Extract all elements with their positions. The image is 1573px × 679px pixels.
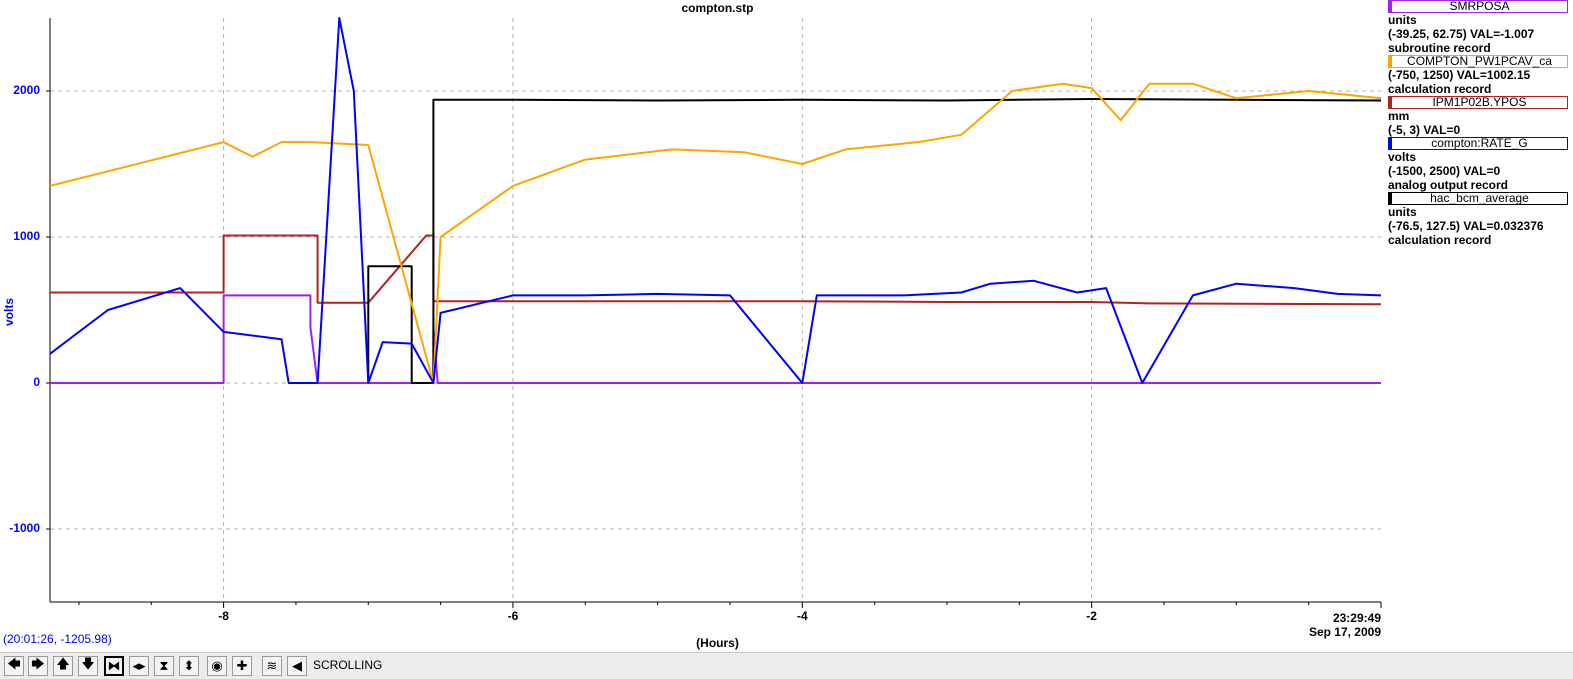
scroll-left-button[interactable]: 🡄 — [4, 656, 24, 676]
series-line-compton-rate-g — [49, 17, 1382, 384]
legend-entry[interactable]: COMPTON_PW1PCAV_ca (-750, 1250) VAL=1002.… — [1388, 55, 1568, 96]
legend-series-name: IPM1P02B.YPOS — [1388, 96, 1568, 109]
y-tick-label: -1000 — [9, 521, 40, 535]
legend-entry[interactable]: hac_bcm_average units (-76.5, 127.5) VAL=0… — [1388, 192, 1568, 247]
zoom-in-xy-button[interactable]: ⧓ — [104, 656, 124, 676]
legend-entry[interactable]: compton:RATE_G volts (-1500, 2500) VAL=0 an… — [1388, 137, 1568, 192]
legend-range: (-76.5, 127.5) VAL=0.032376 — [1388, 219, 1544, 233]
legend-rtype: analog output record — [1388, 178, 1508, 192]
add-marker-button[interactable]: ✚ — [232, 656, 252, 676]
x-axis-label: (Hours) — [696, 636, 739, 650]
legend-range: (-39.25, 62.75) VAL=-1.007 — [1388, 27, 1535, 41]
toolbar: 🡄 🡆 🡅 🡇 ⧓ ◂▸ ⧗ ⬍ ◉ ✚ ≋ ◀ SCROLLING — [0, 652, 1573, 679]
legend-rtype: subroutine record — [1388, 41, 1491, 55]
timestamp-date: Sep 17, 2009 — [1308, 625, 1381, 639]
scroll-right-button[interactable]: 🡆 — [28, 656, 48, 676]
series-line-compton-pw1pcav-ca — [49, 82, 1382, 384]
timestamp-time: 23:29:49 — [1332, 611, 1381, 625]
arrow-down-icon: 🡇 — [81, 656, 95, 671]
series-line-smrposa — [50, 294, 1381, 384]
cursor-readout: (20:01:26, -1205.98) — [3, 632, 112, 646]
zoom-in-y-button[interactable]: ⧗ — [154, 656, 174, 676]
zoom-out-x-button[interactable]: ◂▸ — [129, 656, 149, 676]
legend-unit: units — [1388, 205, 1417, 219]
zoom-out-x-icon: ◂▸ — [132, 658, 146, 673]
autoscale-button[interactable]: ◉ — [207, 656, 227, 676]
legend-range: (-5, 3) VAL=0 — [1388, 123, 1461, 137]
y-tick-label: 0 — [33, 375, 40, 389]
circle-target-icon: ◉ — [211, 658, 223, 673]
scrolling-status: SCROLLING — [313, 658, 383, 672]
legend-entry[interactable]: IPM1P02B.YPOS mm (-5, 3) VAL=0 — [1388, 96, 1568, 137]
series-line-ipm1p02b-ypos — [50, 234, 1382, 306]
waveform-button[interactable]: ≋ — [262, 656, 282, 676]
wave-icon: ≋ — [266, 658, 278, 673]
x-tick-label: -6 — [507, 609, 519, 623]
chart-title: compton.stp — [681, 1, 754, 15]
plus-icon: ✚ — [236, 658, 248, 673]
arrow-up-icon: 🡅 — [56, 656, 70, 671]
zoom-out-y-icon: ⬍ — [183, 658, 195, 673]
legend-unit: volts — [1388, 150, 1417, 164]
scroll-up-button[interactable]: 🡅 — [53, 656, 73, 676]
legend-range: (-1500, 2500) VAL=0 — [1388, 164, 1501, 178]
scroll-down-button[interactable]: 🡇 — [78, 656, 98, 676]
legend-series-name: SMRPOSA — [1388, 0, 1568, 13]
strip-chart-plot[interactable] — [0, 0, 1573, 650]
legend-unit: units — [1388, 13, 1417, 27]
legend-series-name: COMPTON_PW1PCAV_ca — [1388, 55, 1568, 68]
legend: SMRPOSA units (-39.25, 62.75) VAL=-1.007 su… — [1388, 0, 1568, 247]
legend-series-name: compton:RATE_G — [1388, 137, 1568, 150]
legend-range: (-750, 1250) VAL=1002.15 — [1388, 68, 1531, 82]
y-tick-label: 1000 — [13, 229, 40, 243]
legend-rtype: calculation record — [1388, 82, 1492, 96]
legend-entry[interactable]: SMRPOSA units (-39.25, 62.75) VAL=-1.007 su… — [1388, 0, 1568, 55]
pause-scrolling-button[interactable]: ◀ — [287, 656, 307, 676]
y-tick-label: 2000 — [13, 83, 40, 97]
series-line-hac-bcm-average — [367, 98, 1382, 384]
rewind-icon: ◀ — [292, 658, 302, 673]
x-tick-label: -2 — [1086, 609, 1097, 623]
zoom-in-icon: ⧓ — [107, 658, 121, 673]
arrow-left-icon: 🡄 — [7, 656, 21, 671]
x-tick-label: -4 — [796, 609, 808, 623]
legend-series-name: hac_bcm_average — [1388, 192, 1568, 205]
zoom-in-y-icon: ⧗ — [159, 658, 169, 673]
legend-unit: mm — [1388, 109, 1410, 123]
arrow-right-icon: 🡆 — [31, 656, 45, 671]
legend-rtype: calculation record — [1388, 233, 1492, 247]
y-axis-label: volts — [2, 298, 16, 327]
zoom-out-y-button[interactable]: ⬍ — [179, 656, 199, 676]
x-tick-label: -8 — [218, 609, 229, 623]
